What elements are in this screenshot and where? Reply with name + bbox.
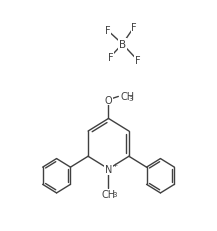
- Text: F: F: [105, 26, 110, 36]
- Text: B: B: [119, 40, 126, 50]
- Text: F: F: [132, 23, 137, 33]
- Text: +: +: [112, 163, 117, 167]
- Text: F: F: [108, 52, 113, 62]
- Text: F: F: [135, 56, 140, 66]
- Text: 3: 3: [112, 191, 117, 197]
- Text: 3: 3: [128, 95, 133, 101]
- Text: CH: CH: [121, 91, 135, 101]
- Text: CH: CH: [101, 189, 116, 199]
- Text: O: O: [105, 95, 112, 105]
- Text: N: N: [105, 164, 112, 174]
